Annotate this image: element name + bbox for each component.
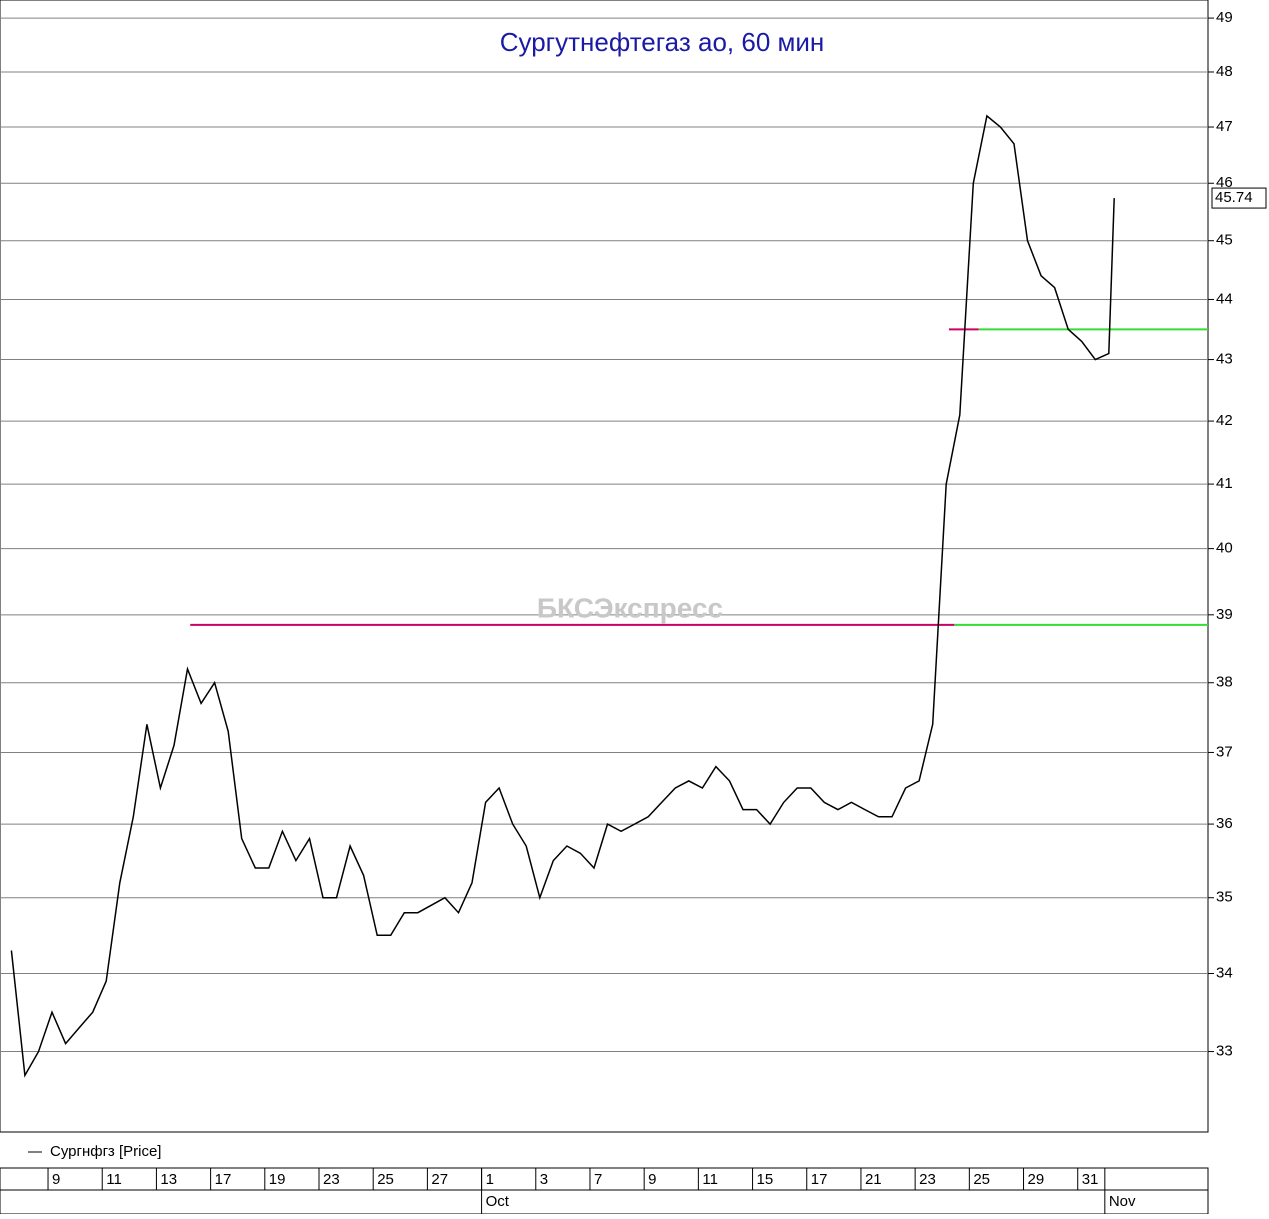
y-tick-label: 38 (1216, 674, 1233, 691)
y-tick-label: 40 (1216, 540, 1233, 557)
x-tick-label: 25 (377, 1171, 394, 1188)
x-tick-label: 7 (594, 1171, 602, 1188)
x-tick-label: 19 (269, 1171, 286, 1188)
x-tick-label: 3 (540, 1171, 548, 1188)
y-tick-label: 43 (1216, 351, 1233, 368)
y-tick-label: 33 (1216, 1043, 1233, 1060)
x-tick-label: 27 (431, 1171, 448, 1188)
x-tick-label: 31 (1082, 1171, 1099, 1188)
chart-title: Сургутнефтегаз ао, 60 мин (500, 27, 825, 57)
x-tick-label: 25 (973, 1171, 990, 1188)
legend-label: Сургнфгз [Price] (50, 1143, 161, 1160)
y-tick-label: 46 (1216, 174, 1233, 191)
last-price-box (1211, 187, 1267, 209)
x-tick-label: 1 (486, 1171, 494, 1188)
x-tick-label: 13 (160, 1171, 177, 1188)
x-tick-label: 15 (757, 1171, 774, 1188)
x-tick-label: 29 (1028, 1171, 1045, 1188)
y-tick-label: 35 (1216, 889, 1233, 906)
month-label: Nov (1109, 1193, 1136, 1210)
plot-frame (0, 0, 1209, 1133)
x-tick-label: 17 (811, 1171, 828, 1188)
y-tick-label: 45 (1216, 232, 1233, 249)
x-tick-label: 17 (215, 1171, 232, 1188)
y-tick-label: 48 (1216, 63, 1233, 80)
month-label: Oct (486, 1193, 510, 1210)
y-tick-label: 41 (1216, 475, 1233, 492)
x-tick-label: 9 (648, 1171, 656, 1188)
x-tick-label: 9 (52, 1171, 60, 1188)
price-line (10, 114, 1115, 1078)
y-tick-label: 42 (1216, 412, 1233, 429)
x-tick-label: 23 (323, 1171, 340, 1188)
x-tick-label: 21 (865, 1171, 882, 1188)
x-tick-label: 23 (919, 1171, 936, 1188)
grid (0, 17, 1208, 1053)
y-tick-label: 49 (1216, 9, 1233, 26)
watermark: БКСЭкспресс (537, 592, 723, 623)
y-tick-label: 47 (1216, 118, 1233, 135)
y-tick-label: 44 (1216, 290, 1233, 307)
y-tick-label: 36 (1216, 815, 1233, 832)
y-tick-label: 37 (1216, 743, 1233, 760)
y-tick-label: 39 (1216, 606, 1233, 623)
x-tick-label: 11 (106, 1171, 122, 1188)
x-tick-label: 11 (702, 1171, 718, 1188)
last-price-label: 45.74 (1215, 189, 1253, 206)
y-tick-label: 34 (1216, 964, 1233, 981)
